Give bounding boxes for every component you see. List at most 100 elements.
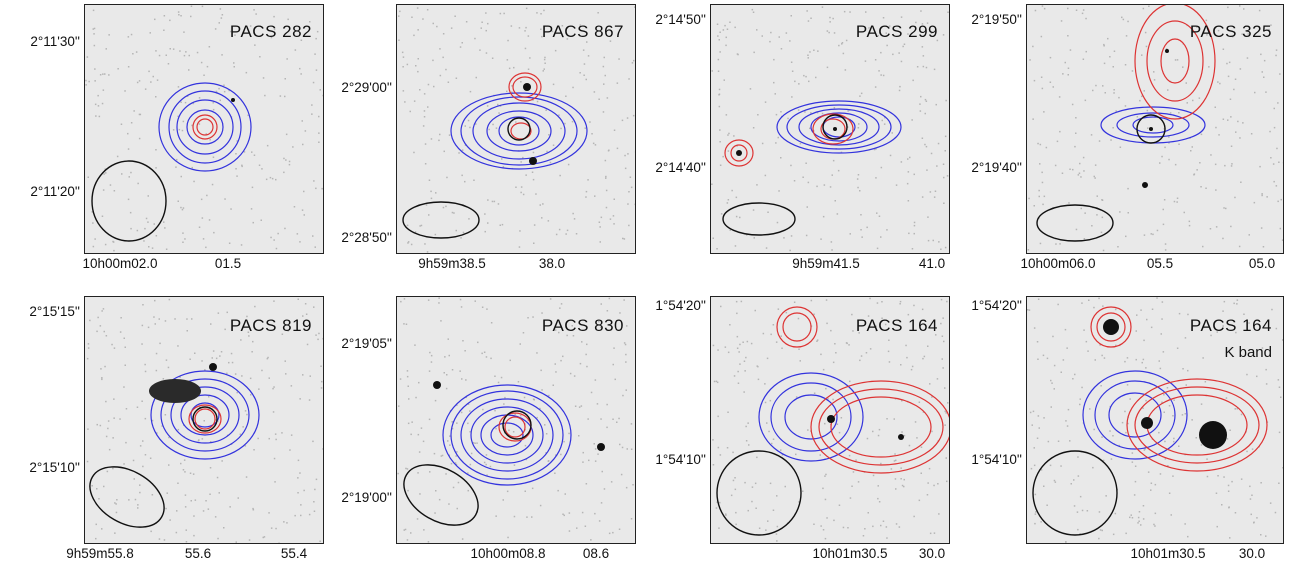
x-tick-label: 9h59m55.8: [66, 546, 134, 561]
panel-subtitle: K band: [1224, 344, 1272, 361]
x-tick-label: 10h01m30.5: [1130, 546, 1206, 561]
y-tick-label: 2°11'20'': [30, 184, 80, 199]
panel-image: [1027, 297, 1283, 543]
red-contour: [810, 380, 949, 474]
x-tick-label: 10h00m08.8: [470, 546, 546, 561]
source-blob: [736, 150, 742, 156]
y-tick-label: 2°15'15'': [29, 304, 80, 319]
red-contour: [512, 76, 538, 98]
panel-image: [398, 6, 635, 253]
panel-image: [1027, 5, 1283, 252]
x-tick-label: 10h01m30.5: [812, 546, 888, 561]
x-tick-label: 30.0: [1238, 546, 1266, 561]
noise-texture: [712, 297, 949, 542]
red-contour: [812, 113, 854, 145]
red-contour: [196, 118, 214, 136]
blue-contour: [460, 398, 554, 472]
x-tick-label: 55.4: [280, 546, 308, 561]
beam-ellipse: [402, 201, 480, 239]
panel-title: PACS 325: [1189, 22, 1272, 41]
source-blob: [1142, 182, 1148, 188]
source-blob: [1165, 49, 1169, 53]
red-contour: [1146, 394, 1248, 456]
blue-contour: [490, 422, 524, 448]
blue-contour: [176, 99, 234, 155]
y-tick-label: 2°14'50'': [655, 12, 706, 27]
red-contour: [1134, 5, 1216, 120]
image-panel-7: [710, 296, 950, 544]
blue-contour: [798, 108, 880, 146]
red-contour: [830, 396, 932, 458]
position-circle: [1136, 114, 1166, 144]
panel-image: [711, 6, 949, 252]
blue-contour: [498, 116, 540, 146]
noise-texture: [1027, 5, 1283, 252]
y-tick-label: 2°15'10'': [29, 460, 80, 475]
y-tick-label: 1°54'20'': [971, 298, 1022, 313]
image-panel-6: [396, 296, 636, 544]
x-tick-label: 55.6: [184, 546, 212, 561]
red-contour: [188, 404, 222, 434]
blue-contour: [460, 96, 578, 166]
blue-contour: [472, 102, 566, 160]
source-blob: [523, 83, 531, 91]
beam-ellipse: [89, 466, 165, 528]
blue-contour: [186, 109, 224, 145]
blue-contour: [1094, 380, 1176, 450]
x-tick-label: 9h59m41.5: [792, 256, 860, 271]
red-contour: [1134, 386, 1260, 464]
source-blob: [1103, 319, 1119, 335]
y-tick-label: 2°14'40'': [655, 160, 706, 175]
blue-contour: [786, 104, 892, 150]
panel-image: [712, 297, 949, 542]
source-blob: [231, 98, 235, 102]
panel-image: [397, 297, 634, 543]
blue-contour: [1108, 392, 1162, 438]
x-tick-label: 08.6: [582, 546, 610, 561]
source-blob: [209, 363, 217, 371]
y-tick-label: 2°28'50'': [341, 230, 392, 245]
source-blob: [1141, 417, 1153, 429]
noise-texture: [711, 6, 949, 252]
source-blob: [149, 379, 201, 403]
panel-image: [86, 298, 323, 543]
blue-contour: [160, 378, 250, 452]
red-contour: [724, 139, 754, 167]
x-tick-label: 05.0: [1248, 256, 1276, 271]
y-tick-label: 1°54'10'': [971, 452, 1022, 467]
panel-title: PACS 164: [1189, 316, 1272, 335]
panel-title: PACS 819: [229, 316, 312, 335]
x-tick-label: 38.0: [538, 256, 566, 271]
red-contour: [192, 114, 218, 140]
red-contour: [782, 312, 812, 342]
beam-ellipse: [403, 464, 479, 526]
red-contour: [1126, 378, 1268, 472]
panel-title: PACS 830: [541, 316, 624, 335]
image-panel-2: [396, 4, 636, 254]
blue-contour: [450, 92, 588, 170]
blue-contour: [784, 394, 838, 440]
source-blob: [597, 443, 605, 451]
y-tick-label: 2°19'05'': [341, 336, 392, 351]
source-blob: [898, 434, 904, 440]
image-panel-3: [710, 4, 950, 254]
source-blob: [1149, 127, 1153, 131]
image-panel-5: [84, 296, 324, 544]
blue-contour: [190, 402, 220, 428]
image-panel-4: [1026, 4, 1284, 254]
y-tick-label: 2°19'00'': [341, 490, 392, 505]
y-tick-label: 2°19'40'': [971, 160, 1022, 175]
source-blob: [433, 381, 441, 389]
red-contour: [1160, 38, 1190, 84]
blue-contour: [1116, 112, 1190, 138]
blue-contour: [470, 406, 544, 464]
y-tick-label: 2°29'00'': [341, 80, 392, 95]
panel-title: PACS 164: [855, 316, 938, 335]
red-contour: [508, 72, 542, 102]
y-tick-label: 1°54'10'': [655, 452, 706, 467]
y-tick-label: 1°54'20'': [655, 298, 706, 313]
x-tick-label: 9h59m38.5: [418, 256, 486, 271]
blue-contour: [450, 390, 564, 480]
beam-ellipse: [1036, 204, 1114, 242]
source-blob: [529, 157, 537, 165]
